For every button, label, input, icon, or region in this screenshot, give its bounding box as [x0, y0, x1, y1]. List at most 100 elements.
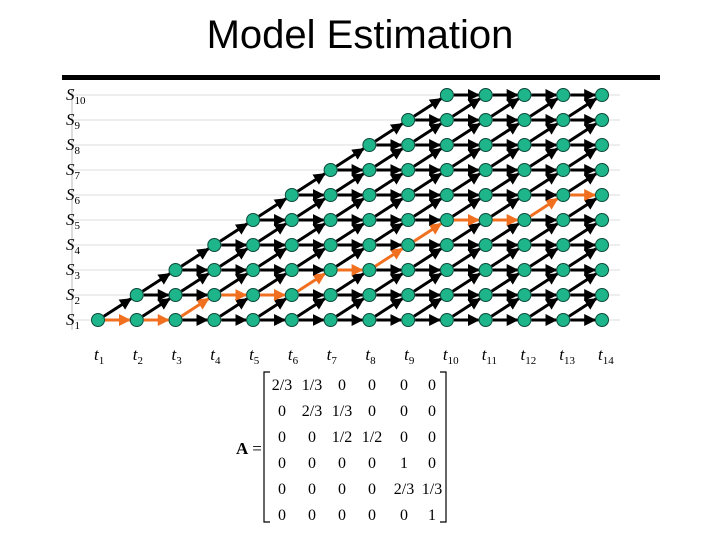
matrix: A = 2/3 1/3 0 0 0 0 0 2/3 1/3 0 0 0 0 0 1/2 1/2 0 0 0 0 0 0 1 0 0 0…: [236, 371, 447, 524]
matrix-bracket: [263, 371, 270, 523]
state-node: [168, 313, 183, 327]
state-node: [517, 263, 532, 277]
state-node: [207, 288, 222, 302]
state-node: [439, 288, 454, 302]
state-node: [517, 238, 532, 252]
transition-arrow: [568, 97, 598, 118]
state-node: [478, 138, 493, 152]
state-node: [556, 313, 571, 327]
state-node: [284, 213, 299, 227]
state-label-sub: 6: [75, 195, 81, 207]
matrix-entry: 0: [278, 481, 286, 498]
time-label-sub: 13: [564, 355, 576, 367]
state-node: [595, 263, 609, 277]
matrix-entry: 0: [368, 377, 376, 394]
transition-arrow: [413, 272, 443, 293]
state-label-sub: 10: [75, 95, 87, 107]
state-node: [595, 138, 609, 152]
state-label-symbol: S: [66, 285, 75, 304]
state-label-sub: 1: [75, 320, 81, 332]
transition-arrow: [490, 172, 520, 193]
state-node: [439, 213, 454, 227]
time-label-symbol: t: [559, 345, 565, 364]
state-node: [401, 213, 416, 227]
state-node: [556, 113, 571, 127]
state-node: [362, 188, 377, 202]
transition-arrow: [529, 122, 559, 143]
transition-arrow: [413, 297, 443, 318]
matrix-label: A =: [236, 439, 262, 458]
matrix-entry: 0: [400, 507, 408, 524]
transition-arrow: [141, 297, 171, 318]
state-node: [556, 188, 571, 202]
state-node: [362, 138, 377, 152]
time-label: t12: [520, 345, 536, 367]
matrix-entry: 0: [278, 403, 286, 420]
time-label-symbol: t: [172, 345, 178, 364]
state-node: [129, 313, 144, 327]
transition-arrow: [296, 197, 326, 218]
state-label-symbol: S: [66, 110, 75, 129]
state-node: [323, 188, 338, 202]
state-label: S5: [66, 210, 81, 232]
state-node: [323, 263, 338, 277]
state-node: [207, 263, 222, 277]
state-node: [595, 188, 609, 202]
transition-arrow: [490, 122, 520, 143]
transition-arrow: [374, 122, 404, 143]
matrix-entry: 1/3: [302, 377, 322, 394]
state-node: [556, 263, 571, 277]
time-label-sub: 2: [138, 355, 144, 367]
transition-arrow: [490, 222, 520, 243]
time-label: t2: [133, 345, 143, 367]
transition-arrow: [258, 272, 287, 293]
state-node: [478, 188, 493, 202]
transition-arrow: [103, 297, 132, 318]
matrix-entry: 0: [428, 403, 436, 420]
time-label-sub: 7: [331, 355, 337, 367]
time-label: t14: [598, 345, 614, 367]
time-label-symbol: t: [520, 345, 526, 364]
state-node: [517, 88, 532, 102]
state-node: [595, 163, 609, 177]
time-label: t10: [443, 345, 459, 367]
matrix-entry: 2/3: [302, 403, 322, 420]
matrix-entry: 1/3: [422, 481, 442, 498]
transition-arrow: [374, 272, 404, 293]
path-arrow: [296, 272, 326, 293]
state-node: [439, 263, 454, 277]
state-node: [478, 263, 493, 277]
state-node: [439, 313, 454, 327]
state-node: [284, 288, 299, 302]
state-node: [439, 238, 454, 252]
transition-arrow: [335, 272, 365, 293]
time-label-symbol: t: [598, 345, 604, 364]
transition-arrow: [374, 172, 404, 193]
time-label: t9: [404, 345, 415, 367]
path-arrow: [413, 222, 443, 243]
state-label: S9: [66, 110, 81, 132]
transition-arrow: [490, 297, 520, 318]
state-node: [439, 88, 454, 102]
state-node: [556, 138, 571, 152]
state-node: [362, 213, 377, 227]
state-node: [478, 238, 493, 252]
path-arrow: [374, 247, 404, 268]
state-node: [517, 213, 532, 227]
state-node: [595, 288, 609, 302]
transition-arrow: [451, 247, 481, 268]
transition-arrow: [490, 197, 520, 218]
state-node: [246, 263, 261, 277]
time-label-sub: 3: [176, 355, 182, 367]
transition-arrow: [568, 122, 598, 143]
transition-arrow: [413, 97, 443, 118]
transition-arrow: [568, 222, 598, 243]
transition-arrow: [335, 222, 365, 243]
state-node: [556, 288, 571, 302]
state-node: [362, 163, 377, 177]
state-node: [478, 88, 493, 102]
state-node: [556, 213, 571, 227]
transition-arrow: [335, 247, 365, 268]
time-label: t1: [94, 345, 104, 367]
transition-arrow: [451, 222, 481, 243]
